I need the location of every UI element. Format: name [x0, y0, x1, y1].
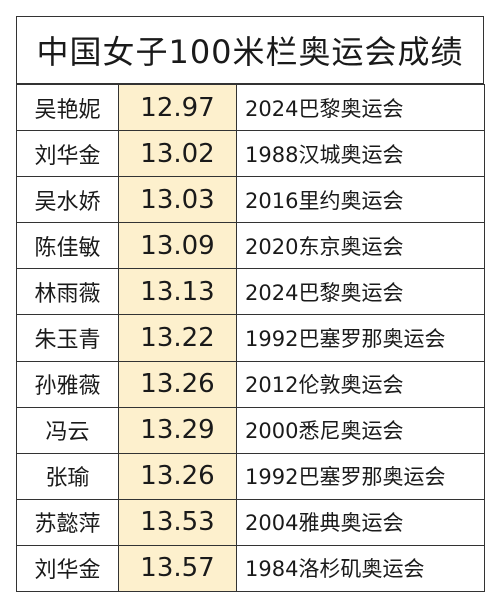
table-row: 苏懿萍 13.53 2004雅典奥运会 [16, 498, 485, 546]
athlete-name: 吴水娇 [16, 176, 119, 224]
result-time: 13.26 [118, 360, 237, 408]
result-time: 13.57 [118, 544, 237, 593]
table-title: 中国女子100米栏奥运会成绩 [16, 16, 484, 84]
olympic-games: 2024巴黎奥运会 [236, 268, 485, 316]
olympic-games: 2004雅典奥运会 [236, 498, 485, 546]
athlete-name: 孙雅薇 [16, 360, 119, 408]
result-time: 13.22 [118, 314, 237, 362]
result-time: 13.29 [118, 406, 237, 454]
table-row: 吴艳妮 12.97 2024巴黎奥运会 [16, 83, 485, 132]
table-row: 张瑜 13.26 1992巴塞罗那奥运会 [16, 452, 485, 500]
table-row: 林雨薇 13.13 2024巴黎奥运会 [16, 268, 485, 316]
table-row: 冯云 13.29 2000悉尼奥运会 [16, 406, 485, 454]
table-row: 陈佳敏 13.09 2020东京奥运会 [16, 222, 485, 270]
result-time: 13.13 [118, 268, 237, 316]
athlete-name: 吴艳妮 [16, 83, 119, 132]
olympic-games: 2012伦敦奥运会 [236, 360, 485, 408]
athlete-name: 刘华金 [16, 130, 119, 178]
olympic-games: 1984洛杉矶奥运会 [236, 544, 485, 593]
athlete-name: 刘华金 [16, 544, 119, 593]
table-row: 吴水娇 13.03 2016里约奥运会 [16, 176, 485, 224]
results-table: 吴艳妮 12.97 2024巴黎奥运会 刘华金 13.02 1988汉城奥运会 … [16, 83, 485, 593]
result-time: 12.97 [118, 83, 237, 132]
athlete-name: 冯云 [16, 406, 119, 454]
athlete-name: 朱玉青 [16, 314, 119, 362]
olympic-games: 2020东京奥运会 [236, 222, 485, 270]
table-row: 孙雅薇 13.26 2012伦敦奥运会 [16, 360, 485, 408]
olympic-games: 2016里约奥运会 [236, 176, 485, 224]
table-row: 刘华金 13.02 1988汉城奥运会 [16, 130, 485, 178]
table-row: 朱玉青 13.22 1992巴塞罗那奥运会 [16, 314, 485, 362]
result-time: 13.02 [118, 130, 237, 178]
athlete-name: 林雨薇 [16, 268, 119, 316]
athlete-name: 苏懿萍 [16, 498, 119, 546]
result-time: 13.09 [118, 222, 237, 270]
olympic-games: 2024巴黎奥运会 [236, 83, 485, 132]
result-time: 13.53 [118, 498, 237, 546]
result-time: 13.03 [118, 176, 237, 224]
result-time: 13.26 [118, 452, 237, 500]
olympic-games: 1992巴塞罗那奥运会 [236, 452, 485, 500]
athlete-name: 陈佳敏 [16, 222, 119, 270]
olympic-games: 1988汉城奥运会 [236, 130, 485, 178]
olympic-games: 2000悉尼奥运会 [236, 406, 485, 454]
olympic-games: 1992巴塞罗那奥运会 [236, 314, 485, 362]
athlete-name: 张瑜 [16, 452, 119, 500]
table-row: 刘华金 13.57 1984洛杉矶奥运会 [16, 544, 485, 593]
